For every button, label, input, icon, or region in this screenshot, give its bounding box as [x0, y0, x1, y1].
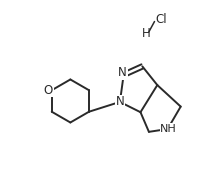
Text: NH: NH [160, 124, 177, 134]
Text: N: N [118, 66, 127, 79]
Text: Cl: Cl [155, 13, 167, 26]
Text: N: N [116, 95, 124, 108]
Text: H: H [142, 27, 151, 40]
Text: O: O [44, 84, 53, 97]
